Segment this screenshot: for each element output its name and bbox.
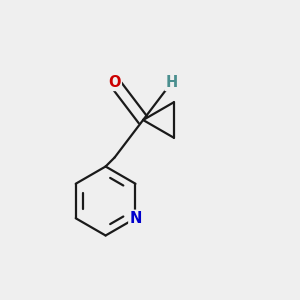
Text: N: N xyxy=(129,211,142,226)
Text: H: H xyxy=(166,75,178,90)
Text: O: O xyxy=(108,75,121,90)
